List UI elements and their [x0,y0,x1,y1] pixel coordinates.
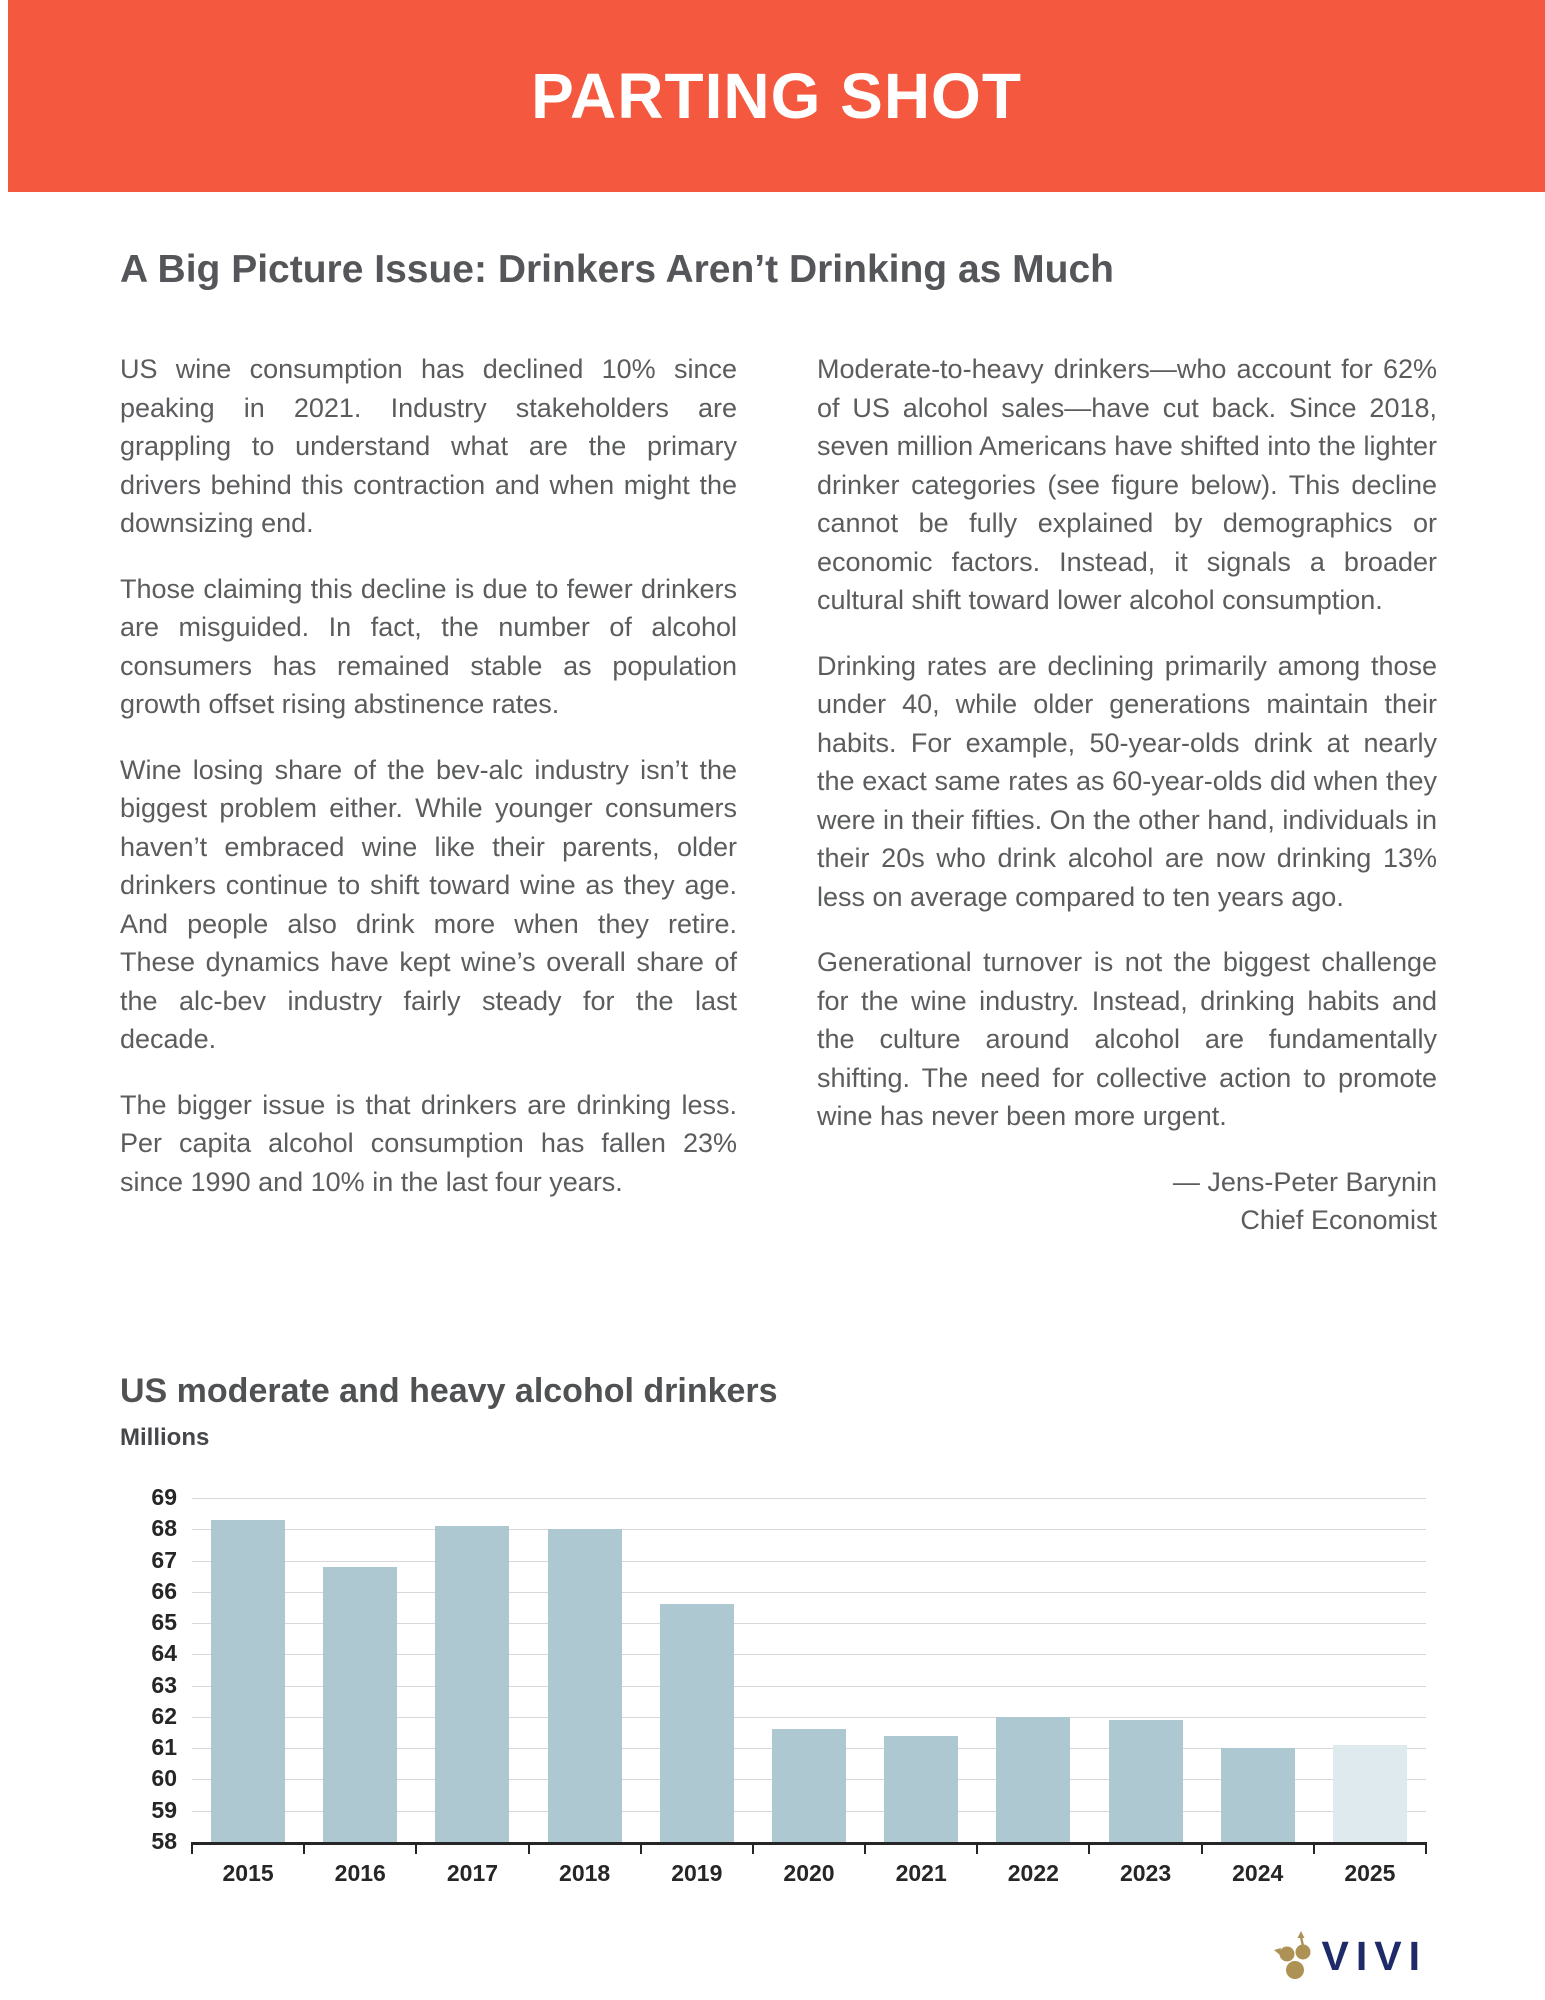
right-column: Moderate-to-heavy drinkers—who account f… [817,350,1437,1240]
x-axis-tick [639,1842,642,1854]
vivi-logo: VIVI [1273,1930,1427,1982]
bar-2021 [884,1735,959,1842]
article-title: A Big Picture Issue: Drinkers Aren’t Dri… [120,248,1115,291]
y-tick-label-58: 58 [151,1828,177,1854]
x-tick-label-2025: 2025 [1344,1860,1396,1886]
x-axis-tick [1312,1842,1315,1854]
chart-title: US moderate and heavy alcohol drinkers [120,1372,778,1410]
left-column: US wine consumption has declined 10% sin… [120,350,737,1240]
bar-2022 [996,1716,1071,1842]
x-axis-line [192,1842,1426,1845]
paragraph: Those claiming this decline is due to fe… [120,573,737,720]
y-tick-label-66: 66 [151,1577,177,1604]
paragraph: The bigger issue is that drinkers are dr… [120,1089,737,1197]
gridline-65 [192,1623,1426,1625]
gridline-66 [192,1591,1426,1593]
byline-role: Chief Economist [1240,1205,1437,1235]
x-tick-label-2019: 2019 [671,1860,723,1886]
bar-chart: 69 68 67 66 65 64 63 62 61 60 59 58 2015 2016 2017 2018… [120,1470,1450,1900]
x-tick-label-2024: 2024 [1232,1860,1284,1886]
y-tick-label-64: 64 [151,1640,177,1667]
article-body: US wine consumption has declined 10% sin… [120,350,1437,1240]
y-tick-label-69: 69 [151,1484,177,1510]
x-tick-label-2022: 2022 [1007,1860,1059,1886]
paragraph: Moderate-to-heavy drinkers—who account f… [817,354,1437,615]
x-tick-label-2016: 2016 [334,1860,386,1886]
bar-2015 [211,1519,286,1842]
paragraph: US wine consumption has declined 10% sin… [120,354,737,538]
grape-cluster-arrows-icon [1273,1931,1311,1979]
x-tick-label-2015: 2015 [222,1860,274,1886]
x-axis-tick [303,1842,306,1854]
x-tick-label-2021: 2021 [895,1860,947,1886]
bar-2016 [323,1566,398,1842]
x-axis-tick [1088,1842,1091,1854]
x-tick-label-2023: 2023 [1119,1860,1172,1886]
bar-2025 [1332,1745,1407,1842]
x-axis-tick [527,1842,530,1854]
bar-2019 [659,1604,734,1842]
x-axis-tick [1425,1842,1427,1854]
y-tick-label-59: 59 [151,1796,177,1823]
gridline-63 [192,1685,1426,1687]
x-tick-label-2020: 2020 [783,1860,835,1886]
banner: PARTING SHOT [8,0,1545,192]
y-tick-label-62: 62 [151,1702,177,1729]
x-axis-tick [976,1842,979,1854]
y-tick-label-61: 61 [151,1734,177,1761]
x-axis-tick [864,1842,867,1854]
bar-2017 [435,1526,510,1842]
x-axis-tick [1200,1842,1203,1854]
banner-title: PARTING SHOT [531,60,1022,132]
paragraph: Drinking rates are declining primarily a… [817,650,1437,912]
y-tick-label-67: 67 [151,1546,177,1573]
gridline-67 [192,1560,1426,1562]
x-axis-tick [415,1842,418,1854]
y-tick-label-63: 63 [151,1671,177,1698]
logo-wordmark: VIVI [1321,1932,1427,1979]
x-axis-tick [191,1842,193,1854]
paragraph: Wine losing share of the bev-alc industr… [120,754,737,1055]
gridline-69 [192,1498,1426,1499]
x-tick-label-2018: 2018 [559,1860,611,1886]
x-axis-tick [751,1842,754,1854]
y-tick-label-65: 65 [151,1609,177,1636]
gridline-68 [192,1529,1426,1531]
bar-2024 [1220,1748,1295,1842]
bar-2020 [772,1729,846,1842]
byline: — Jens-Peter Barynin Chief Economist [817,1163,1437,1240]
byline-name: — Jens-Peter Barynin [1172,1166,1437,1197]
gridline-62 [192,1716,1426,1718]
y-tick-label-68: 68 [151,1515,177,1542]
gridline-64 [192,1654,1426,1656]
chart-y-axis-unit: Millions [120,1424,210,1451]
x-tick-label-2017: 2017 [446,1860,499,1886]
y-tick-label-60: 60 [151,1765,177,1792]
bar-2018 [547,1529,622,1842]
bar-2023 [1108,1720,1183,1842]
paragraph: Generational turnover is not the biggest… [817,947,1437,1131]
